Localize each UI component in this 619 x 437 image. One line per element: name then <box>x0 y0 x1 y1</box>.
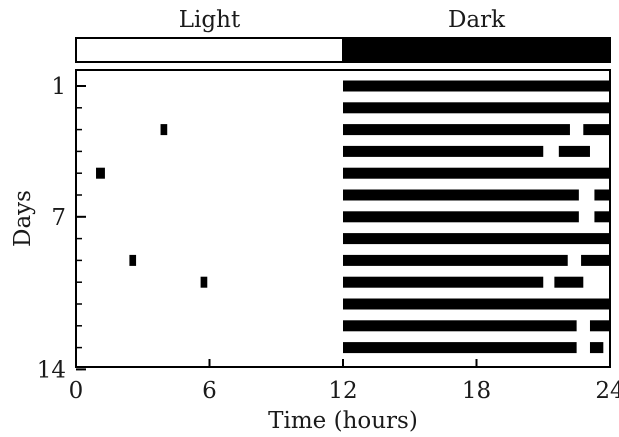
light-dark-labels: Light Dark <box>179 7 506 33</box>
x-axis-label: Time (hours) <box>268 408 418 434</box>
activity-bout-day-2-1 <box>343 102 610 114</box>
y-tick-label: 1 <box>51 74 66 100</box>
dark-period-bar <box>342 37 611 63</box>
dark-period-label: Dark <box>448 7 506 33</box>
activity-bout-day-8-1 <box>343 233 610 245</box>
activity-bout-day-9-3 <box>581 254 610 266</box>
activity-bout-day-7-1 <box>343 211 579 223</box>
activity-bout-day-3-3 <box>583 124 610 136</box>
activity-bout-day-7-2 <box>594 211 610 223</box>
activity-bout-day-4-1 <box>343 145 544 157</box>
activity-bout-day-9-1 <box>129 254 137 266</box>
activity-bout-day-10-1 <box>200 276 208 288</box>
light-period-label: Light <box>179 7 241 33</box>
activity-bout-day-3-2 <box>343 124 570 136</box>
activity-bout-day-12-1 <box>343 320 577 332</box>
x-tick-label: 6 <box>202 378 217 404</box>
y-axis-label: Days <box>10 190 36 247</box>
activity-bout-day-13-2 <box>589 342 604 354</box>
x-tick-label: 12 <box>328 378 357 404</box>
x-tick-label: 18 <box>462 378 491 404</box>
activity-bout-day-6-1 <box>343 189 579 201</box>
activity-bout-day-1-1 <box>343 80 610 92</box>
activity-bout-day-13-1 <box>343 342 577 354</box>
activity-bout-day-4-2 <box>558 145 590 157</box>
activity-bout-day-5-2 <box>343 167 610 179</box>
activity-bout-day-11-1 <box>343 298 610 310</box>
activity-bout-day-9-2 <box>343 254 568 266</box>
activity-bout-day-6-2 <box>594 189 610 201</box>
x-axis-ticks: 0 6 12 18 24 <box>69 359 619 404</box>
activity-bout-day-5-1 <box>96 167 105 179</box>
y-tick-label: 14 <box>37 357 66 383</box>
activity-bout-day-10-3 <box>554 276 584 288</box>
activity-bout-day-10-2 <box>343 276 544 288</box>
x-tick-label: 0 <box>69 378 84 404</box>
activity-bout-day-12-2 <box>589 320 610 332</box>
activity-bouts <box>96 80 610 354</box>
light-dark-band <box>75 37 611 63</box>
x-tick-label: 24 <box>595 378 619 404</box>
activity-bout-day-3-1 <box>160 124 168 136</box>
light-period-bar <box>75 37 344 63</box>
y-tick-label: 7 <box>51 205 66 231</box>
